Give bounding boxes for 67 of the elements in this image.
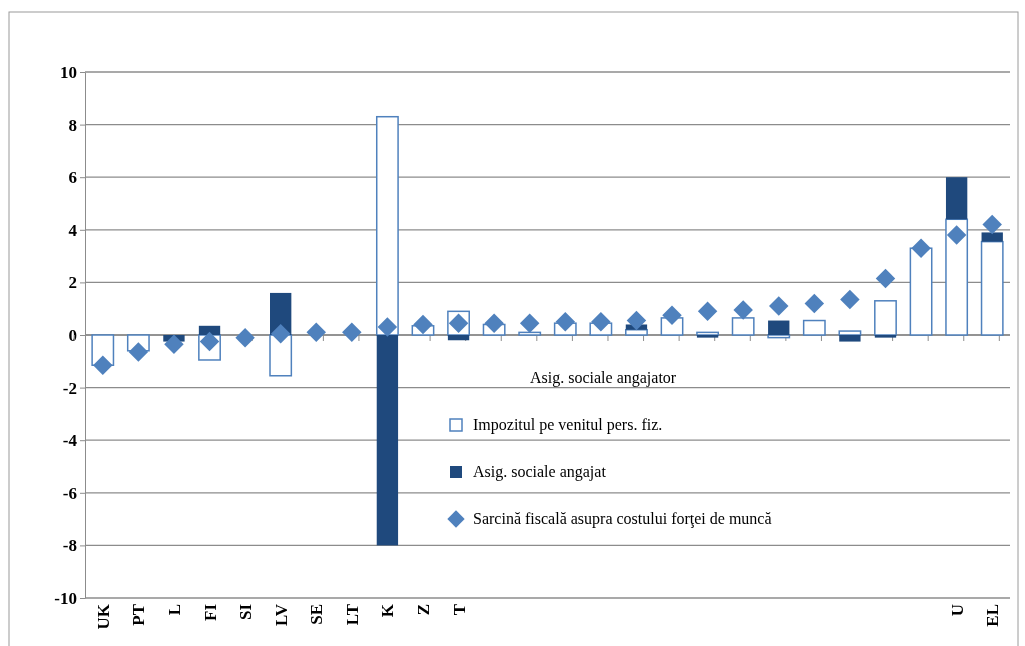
y-tick-label: 0 (68, 325, 77, 345)
point (519, 313, 540, 333)
x-tick-label: U (947, 604, 967, 617)
point (697, 301, 718, 322)
point (128, 342, 149, 362)
point (804, 293, 825, 314)
bar (198, 325, 221, 335)
x-tick-label: T (449, 603, 469, 616)
legend-label: Impozitul pe venitul pers. fiz. (473, 416, 663, 434)
y-tick-label: -6 (62, 483, 77, 503)
bar (802, 319, 826, 336)
point (342, 322, 362, 343)
bar (376, 335, 399, 546)
x-tick-label: LT (342, 603, 362, 626)
y-tick-label: 6 (68, 168, 77, 188)
legend-label: Sarcină fiscală asupra costului forţei de muncă (473, 510, 772, 528)
x-tick-label: Z (413, 604, 433, 616)
bar (839, 335, 861, 342)
y-tick-label: -8 (62, 536, 77, 556)
point (235, 327, 255, 348)
point (769, 296, 789, 316)
bar (981, 232, 1003, 242)
x-tick-label: FI (200, 603, 220, 621)
y-tick-label: -4 (62, 431, 78, 451)
point (946, 225, 967, 245)
bar (874, 300, 897, 336)
annotation: Asig. sociale angajator (530, 369, 677, 387)
bar (874, 335, 897, 338)
bar (375, 115, 399, 336)
point (164, 334, 184, 354)
legend-label: Asig. sociale angajat (473, 463, 607, 481)
point (413, 314, 433, 335)
y-tick-label: -2 (62, 378, 77, 398)
bar (768, 320, 790, 335)
bar (838, 330, 862, 336)
point (662, 305, 682, 326)
bar (980, 240, 1004, 336)
y-tick-label: 8 (68, 115, 77, 135)
x-tick-label: LV (271, 603, 291, 627)
point (591, 312, 611, 332)
point (306, 322, 326, 343)
x-tick-label: SI (236, 603, 256, 621)
y-tick-label: 4 (68, 220, 78, 240)
x-tick-label: K (378, 603, 398, 618)
point (875, 268, 896, 289)
point (93, 355, 113, 375)
point (626, 310, 647, 331)
x-tick-label: SE (307, 604, 327, 625)
point (555, 312, 576, 332)
point (270, 323, 291, 344)
point (840, 289, 860, 310)
y-tick-label: 10 (60, 62, 77, 82)
point (982, 214, 1002, 235)
point (911, 238, 931, 258)
point (484, 313, 504, 333)
bar (945, 218, 969, 336)
bar (945, 177, 968, 220)
x-tick-label: EL (983, 604, 1003, 627)
y-tick-label: 2 (68, 273, 77, 293)
x-tick-label: L (164, 604, 184, 616)
x-tick-label: PT (129, 603, 149, 626)
bar (447, 335, 470, 341)
x-tick-label: UK (93, 603, 113, 630)
y-tick-label: -10 (54, 588, 77, 608)
point (377, 317, 398, 337)
bar (696, 335, 719, 338)
point (733, 300, 753, 320)
